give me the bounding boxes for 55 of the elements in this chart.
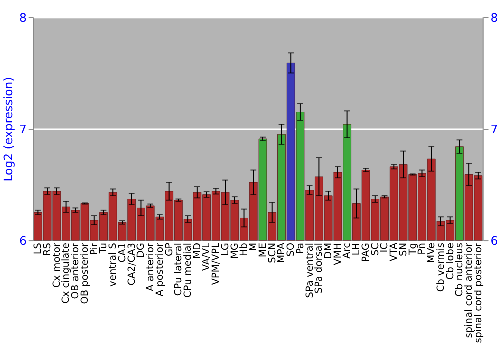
x-tick-label: SPa ventral [304,242,316,298]
x-tick-label: VMH [332,242,344,266]
x-tick-label: SN [398,242,410,257]
x-tick-label: VA/VL [202,242,213,272]
y2-tick-label: 8 [490,10,498,25]
x-tick-label: DG [136,242,148,258]
x-tick-label: SC [370,242,382,256]
x-tick-label: Arc [342,242,354,259]
x-tick-label: Tg [408,242,419,256]
x-tick-label: CA2/CA3 [126,242,138,286]
x-tick-label: SPa dorsal [314,242,326,294]
x-tick-label: VPM/VPL [211,242,222,286]
x-tick-label: spinal cord posterior [473,242,484,344]
x-tick-label: OB anterior [70,242,82,300]
x-tick-label: MD [192,242,204,259]
x-tick-label: M [248,242,260,252]
x-tick-label: RS [42,242,54,256]
y-tick-label: 8 [19,10,27,25]
x-tick-label: ventral S [108,242,120,287]
x-tick-label: Hb [239,242,250,257]
x-tick-label: VTA [389,242,400,262]
x-tick-label: Pir [89,242,100,256]
y2-tick-label: 6 [490,234,498,248]
x-tick-label: MG [230,242,241,259]
x-tick-label: spinal cord anterior [464,242,476,338]
x-tick-label: LG [220,242,232,256]
y2-tick-label: 7 [490,122,498,136]
x-tick-label: Cb lobe [445,242,456,280]
x-tick-label: ME [258,242,269,258]
x-tick-label: CA1 [117,242,128,263]
x-tick-label: MPA [276,242,288,264]
x-tick-label: LH [352,242,363,256]
x-tick-label: Cb vermis [436,242,447,292]
x-tick-label: DM [324,242,335,259]
x-tick-label: IC [380,242,391,253]
x-tick-label: SO [286,242,298,257]
y-axis-title: Log2 (expression) [2,77,16,182]
y-tick-label: 7 [19,122,27,136]
x-tick-label: Tu [98,242,110,255]
x-tick-label: Cx motor [52,242,63,288]
x-tick-label: GP [164,242,176,256]
x-tick-label: CPu medial [183,242,194,298]
x-tick-label: PAG [360,242,372,262]
x-tick-label: CPu lateral [174,242,185,296]
x-tick-label: SCN [267,242,278,264]
x-tick-label: OB posterior [80,242,91,304]
x-tick-label: Pa [295,242,306,254]
y-tick-label: 6 [19,234,27,248]
x-tick-label: A anterior [146,242,157,292]
x-tick-label: A posterior [154,242,166,297]
x-tick-label: MVe [426,242,438,264]
x-tick-label: Cx cingulate [61,242,72,304]
x-tick-label: Pn [417,242,428,255]
x-tick-label: LS [33,242,44,255]
x-tick-label: Cb nucleus [454,242,466,297]
